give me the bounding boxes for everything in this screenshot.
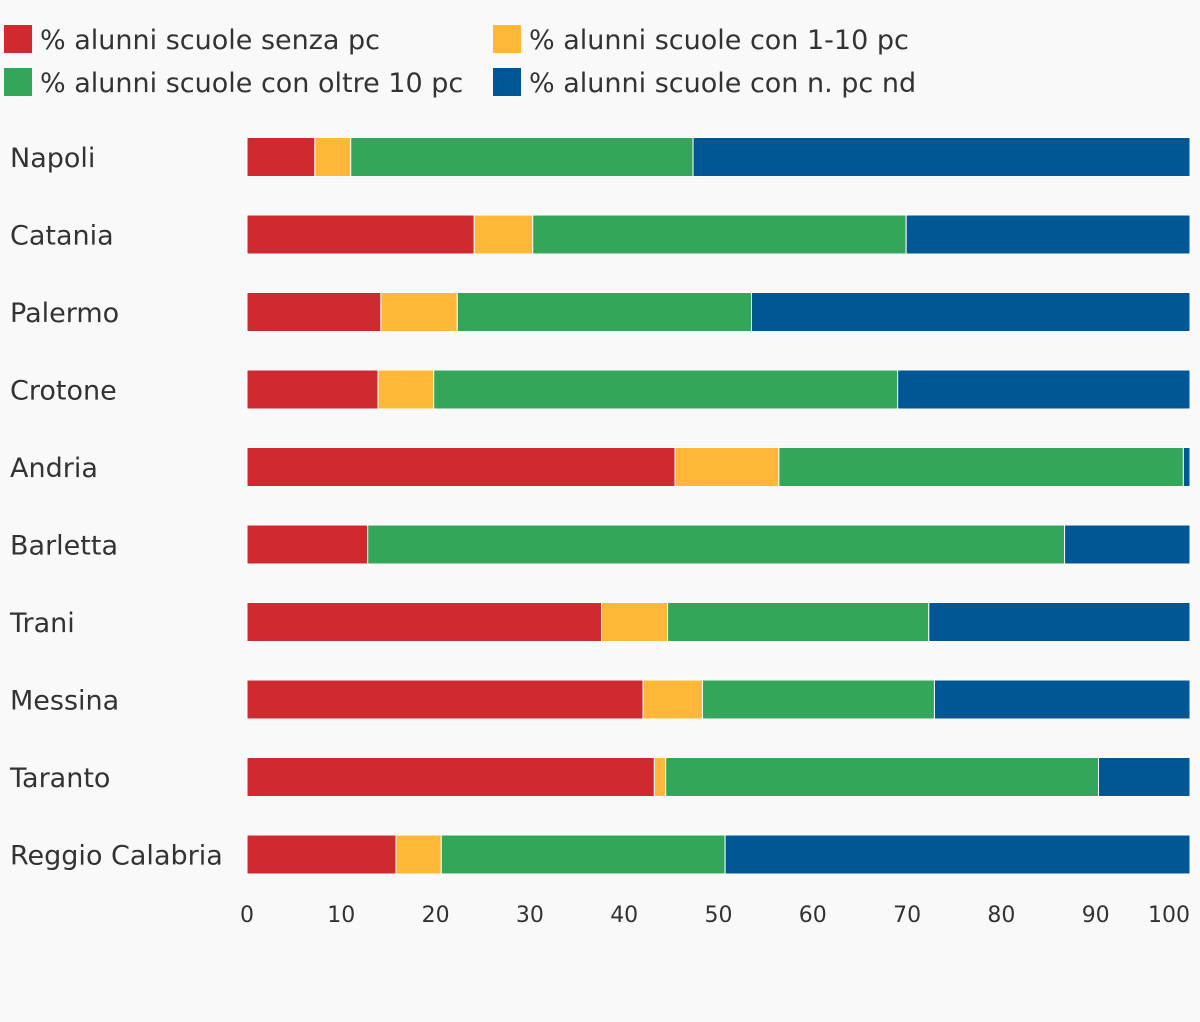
category-label: Messina — [10, 686, 119, 717]
bar-segment — [928, 602, 1191, 642]
category-label: Barletta — [10, 531, 118, 562]
bar-segment — [246, 834, 397, 875]
bar-segment — [653, 757, 667, 797]
bar-segment — [905, 214, 1191, 255]
bar-segment — [667, 602, 930, 642]
legend-label-1: % alunni scuole con 1-10 pc — [529, 25, 909, 56]
bar-segment — [246, 214, 475, 255]
category-label: Reggio Calabria — [10, 841, 223, 872]
bar-segment — [246, 137, 316, 177]
bar-segment — [246, 679, 644, 720]
bar-segment — [751, 292, 1191, 332]
category-label: Palermo — [10, 298, 119, 329]
bar-segment — [246, 757, 655, 797]
bar-segment — [642, 679, 703, 720]
bars — [246, 137, 1191, 875]
x-tick-label: 10 — [327, 903, 355, 928]
x-tick-label: 70 — [893, 903, 921, 928]
x-tick-label: 80 — [987, 903, 1015, 928]
category-label: Catania — [10, 221, 114, 252]
bar-segment — [692, 137, 1191, 177]
bar-segment — [897, 369, 1191, 410]
legend-swatch-3 — [493, 68, 521, 96]
legend-label-2: % alunni scuole con oltre 10 pc — [40, 68, 463, 99]
legend-label-3: % alunni scuole con n. pc nd — [529, 68, 916, 99]
bar-segment — [701, 679, 935, 720]
bar-segment — [380, 292, 458, 332]
x-axis-ticks: 0 10 20 30 40 50 60 70 80 90 100 — [240, 903, 1190, 928]
bar-segment — [246, 369, 379, 410]
bar-segment — [246, 524, 369, 565]
legend-swatch-2 — [4, 68, 32, 96]
bar-segment — [601, 602, 669, 642]
bar-segment — [778, 447, 1184, 487]
bar-segment — [724, 834, 1191, 875]
bar-segment — [933, 679, 1191, 720]
legend: % alunni scuole senza pc % alunni scuole … — [4, 25, 916, 99]
x-tick-label: 0 — [240, 903, 254, 928]
x-tick-label: 60 — [799, 903, 827, 928]
bar-segment — [440, 834, 726, 875]
x-tick-label: 20 — [422, 903, 450, 928]
x-tick-label: 30 — [516, 903, 544, 928]
bar-segment — [674, 447, 780, 487]
x-tick-label: 50 — [705, 903, 733, 928]
legend-swatch-0 — [4, 25, 32, 53]
bar-segment — [246, 292, 382, 332]
category-label: Crotone — [10, 376, 117, 407]
bar-segment — [473, 214, 534, 255]
category-label: Andria — [10, 453, 98, 484]
legend-swatch-1 — [493, 25, 521, 53]
bar-segment — [1182, 447, 1191, 487]
category-label: Taranto — [9, 763, 110, 794]
bar-segment — [377, 369, 435, 410]
bar-segment — [1064, 524, 1191, 565]
x-tick-label: 40 — [610, 903, 638, 928]
category-label: Napoli — [10, 143, 95, 174]
category-label: Trani — [9, 608, 75, 639]
bar-segment — [395, 834, 442, 875]
bar-segment — [456, 292, 753, 332]
bar-segment — [532, 214, 907, 255]
category-labels: Napoli Catania Palermo Crotone Andria Barlett… — [9, 143, 223, 872]
legend-label-0: % alunni scuole senza pc — [40, 25, 380, 56]
bar-segment — [246, 447, 676, 487]
x-tick-label: 100 — [1148, 903, 1190, 928]
bar-segment — [314, 137, 352, 177]
bar-segment — [246, 602, 603, 642]
bar-segment — [1098, 757, 1191, 797]
bar-segment — [350, 137, 694, 177]
bar-segment — [433, 369, 899, 410]
bar-segment — [665, 757, 1100, 797]
x-tick-label: 90 — [1082, 903, 1110, 928]
bar-segment — [367, 524, 1066, 565]
